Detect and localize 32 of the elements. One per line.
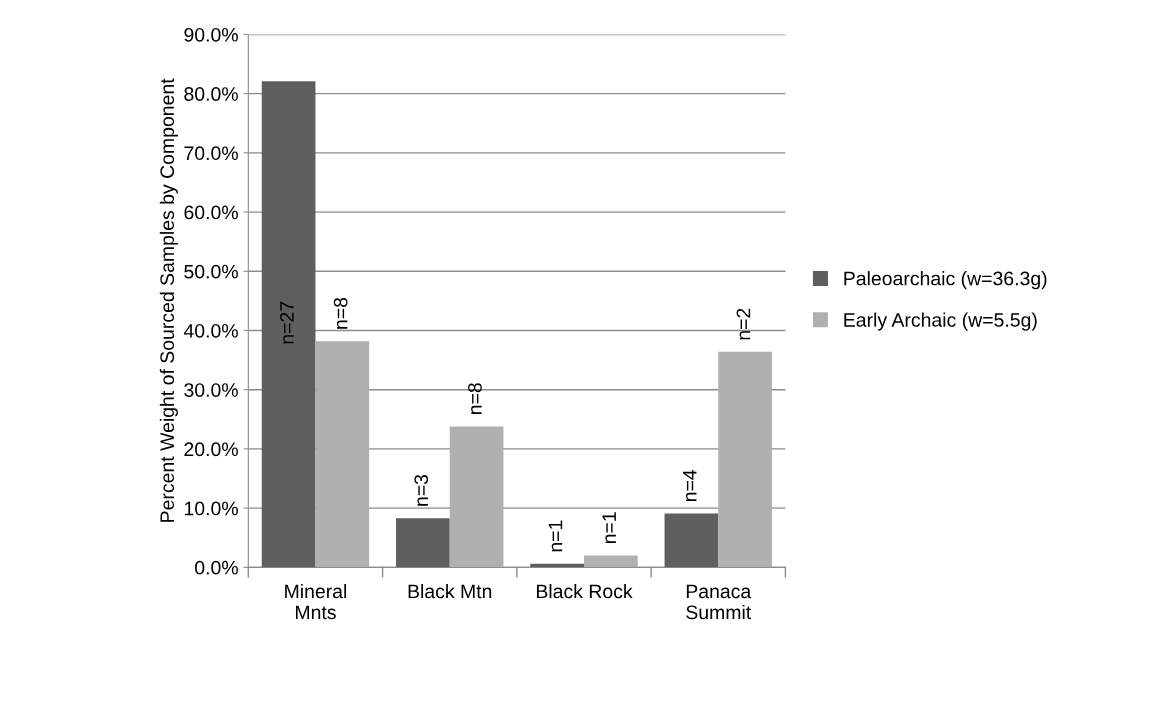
y-tick-label: 90.0% (184, 27, 238, 42)
y-axis-title: Percent Weight of Sourced Samples by Component (159, 78, 178, 522)
legend-label: Early Archaic (w=5.5g) (844, 312, 1037, 331)
x-tick-label: Black Mtn (408, 583, 492, 599)
bar (261, 81, 316, 568)
bar (584, 555, 638, 568)
bar (396, 518, 450, 568)
annotation: n=8 (468, 383, 482, 414)
annotation: n=1 (602, 512, 616, 544)
y-tick-label: 20.0% (184, 442, 238, 457)
x-tick-label: Panaca Summit (686, 584, 752, 620)
annotation: n=2 (736, 308, 751, 340)
annotation: n=4 (683, 469, 697, 502)
annotation: n=3 (414, 474, 429, 506)
y-tick-label: 70.0% (184, 146, 238, 161)
y-tick-label: 50.0% (184, 264, 238, 279)
bar (718, 351, 772, 568)
annotation: n=27 (280, 301, 294, 344)
y-tick-label: 30.0% (184, 383, 238, 397)
bar (315, 341, 370, 568)
bar (449, 426, 504, 568)
bar (664, 513, 719, 568)
annotation: n=1 (548, 520, 563, 552)
x-tick-label: Black Rock (536, 583, 633, 599)
y-tick-label: 80.0% (184, 87, 238, 101)
y-tick-label: 10.0% (184, 501, 238, 516)
annotation: n=8 (333, 297, 348, 329)
y-tick-label: 40.0% (183, 323, 238, 338)
legend-label: Paleoarchaic (w=36.3g) (844, 271, 1047, 290)
y-tick-label: 60.0% (184, 205, 238, 220)
x-tick-label: Mineral Mnts (285, 583, 347, 620)
y-tick-label: 0.0% (195, 560, 238, 575)
